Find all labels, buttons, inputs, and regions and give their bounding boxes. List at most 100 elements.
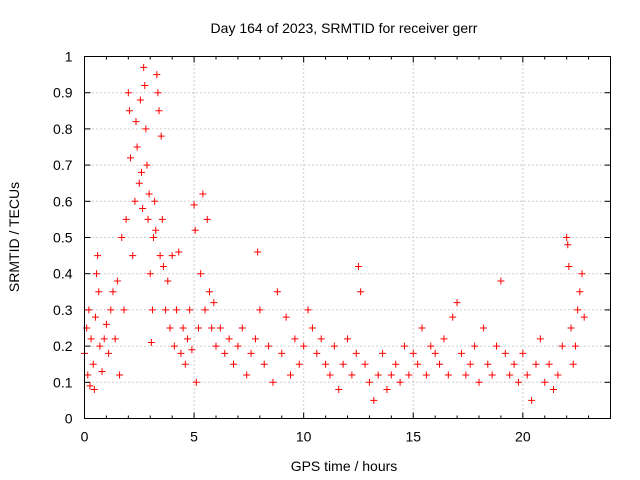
data-point (100, 335, 108, 343)
data-point (98, 367, 106, 375)
data-point (142, 125, 150, 133)
data-point (89, 360, 97, 368)
data-point (124, 89, 132, 97)
data-point (225, 335, 233, 343)
y-tick-label: 0.7 (53, 157, 73, 173)
data-point (251, 335, 259, 343)
data-point (132, 118, 140, 126)
data-point (155, 107, 163, 115)
data-point (179, 324, 187, 332)
data-point (528, 396, 536, 404)
data-point (139, 205, 147, 213)
data-point (344, 335, 351, 343)
data-point (95, 288, 103, 296)
data-point (164, 277, 172, 285)
data-point (143, 161, 151, 169)
data-point (475, 378, 483, 386)
data-point (457, 349, 465, 357)
data-point (563, 234, 571, 241)
data-point (550, 386, 558, 394)
data-point (86, 382, 94, 390)
data-point (148, 306, 156, 314)
data-point (558, 342, 566, 350)
y-tick-label: 0.1 (53, 374, 73, 390)
data-point (118, 234, 126, 241)
data-point (291, 335, 299, 343)
y-tick-label: 0.4 (53, 266, 73, 282)
data-point (545, 360, 553, 368)
data-point (254, 248, 262, 256)
x-axis-label: GPS time / hours (291, 458, 398, 474)
data-point (462, 371, 470, 379)
data-point (269, 378, 277, 386)
data-point (536, 335, 544, 343)
data-point (96, 342, 104, 350)
data-point (210, 299, 218, 307)
data-point (256, 306, 264, 314)
data-point (216, 324, 224, 332)
data-point (400, 342, 408, 350)
data-point (506, 371, 514, 379)
data-point (129, 252, 137, 260)
data-point (265, 342, 273, 350)
data-point (392, 360, 400, 368)
data-point (571, 342, 579, 350)
y-tick-label: 1 (65, 49, 73, 65)
data-point (304, 306, 312, 314)
data-point (431, 349, 439, 357)
y-tick-label: 0.6 (53, 193, 73, 209)
data-point (177, 349, 185, 357)
data-point (85, 306, 93, 314)
data-point (449, 313, 457, 321)
data-point (201, 306, 209, 314)
data-point (444, 371, 452, 379)
data-point (348, 371, 356, 379)
data-point (120, 306, 128, 314)
data-point (313, 349, 321, 357)
data-point (84, 371, 92, 379)
data-point (273, 288, 281, 296)
data-point (335, 386, 343, 394)
data-point (125, 107, 133, 115)
data-point (510, 360, 518, 368)
x-tick-label: 0 (81, 429, 89, 445)
data-point (113, 277, 121, 285)
data-point (192, 378, 200, 386)
data-point (122, 215, 130, 223)
data-point (170, 342, 178, 350)
data-point (427, 342, 435, 350)
data-point (105, 349, 113, 357)
data-point (409, 349, 417, 357)
data-point (127, 154, 135, 162)
data-point (484, 360, 492, 368)
y-tick-label: 0.2 (53, 338, 73, 354)
data-point (501, 349, 509, 357)
data-point (102, 320, 110, 328)
data-point (146, 270, 154, 278)
data-point (361, 360, 369, 368)
y-tick-label: 0.9 (53, 85, 73, 101)
data-point (574, 306, 582, 314)
data-point (94, 252, 102, 260)
data-point (523, 371, 531, 379)
data-point (158, 215, 166, 223)
data-point (493, 342, 501, 350)
axis-ticks: 0 5 10 15 20 0 0.1 0.2 0.3 0.4 0.5 0.6 0.7 0.8 0.9 1 (53, 49, 611, 445)
data-point (184, 335, 192, 343)
data-point (109, 288, 117, 296)
data-point (519, 349, 527, 357)
data-point (131, 197, 139, 205)
grid (84, 56, 611, 419)
data-point (317, 335, 325, 343)
data-point (203, 215, 211, 223)
data-point (140, 63, 148, 71)
data-point (199, 190, 207, 198)
data-point (488, 371, 496, 379)
x-tick-label: 5 (190, 429, 198, 445)
data-point (541, 378, 549, 386)
data-point (278, 349, 286, 357)
data-point (230, 360, 238, 368)
y-tick-label: 0 (65, 411, 73, 427)
data-point (554, 371, 562, 379)
data-points (81, 63, 588, 404)
